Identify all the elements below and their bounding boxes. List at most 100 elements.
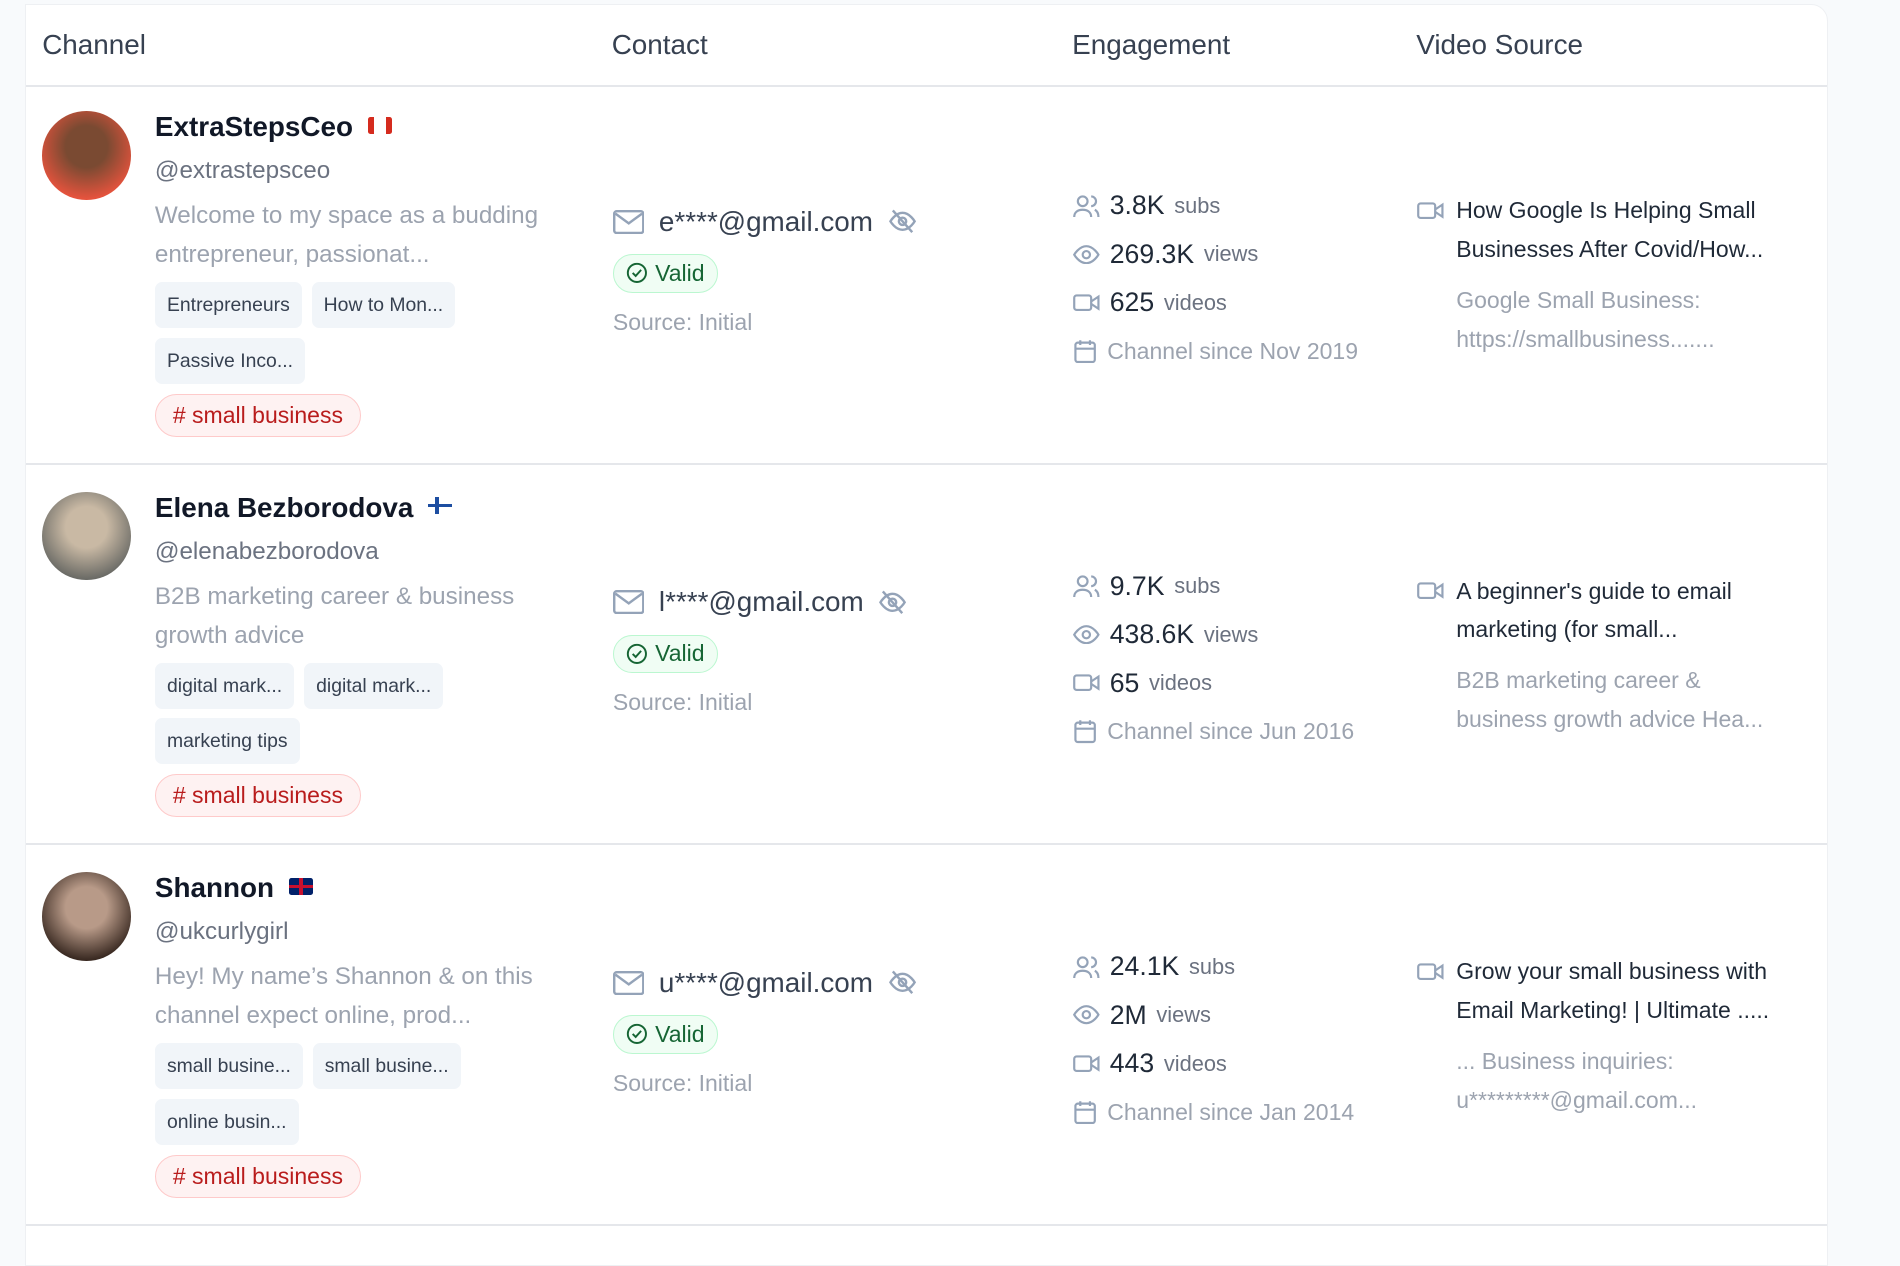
tag-chip[interactable]: online busin...: [154, 1098, 299, 1145]
videos-label: videos: [1163, 1050, 1227, 1076]
channel-since: Channel since Jan 2014: [1073, 1088, 1354, 1136]
status-badge: Valid: [612, 634, 718, 674]
subs-stat: 3.8K subs: [1073, 182, 1358, 230]
users-icon: [1073, 575, 1100, 598]
keyword-badge[interactable]: # small business: [154, 393, 361, 437]
videos-value: 443: [1109, 1048, 1155, 1079]
avatar[interactable]: [42, 111, 131, 200]
email-text: e****@gmail.com: [658, 205, 874, 237]
tag-chip[interactable]: small busine...: [154, 1043, 303, 1090]
status-text: Valid: [655, 1020, 705, 1047]
channel-since: Channel since Jun 2016: [1073, 707, 1354, 755]
hash-icon: #: [172, 782, 186, 809]
channel-description: B2B marketing career & business growth a…: [154, 582, 515, 649]
users-icon: [1073, 955, 1100, 978]
check-circle-icon: [626, 643, 647, 664]
video-source: Grow your small business with Email Mark…: [1417, 952, 1781, 1119]
tag-chip[interactable]: digital mark...: [304, 662, 444, 709]
column-header-channel[interactable]: Channel: [42, 28, 146, 60]
column-header-video-source[interactable]: Video Source: [1416, 28, 1584, 60]
keyword-text: small business: [192, 401, 343, 428]
views-value: 269.3K: [1109, 238, 1195, 269]
channel-description: Hey! My name’s Shannon & on this channel…: [154, 963, 533, 1029]
views-stat: 438.6K views: [1073, 610, 1354, 658]
keyword-text: small business: [192, 1162, 343, 1189]
subs-label: subs: [1189, 953, 1236, 979]
video-title[interactable]: Grow your small business with Email Mark…: [1417, 952, 1781, 1030]
tag-chip[interactable]: Entrepreneurs: [154, 282, 302, 329]
views-label: views: [1156, 1002, 1211, 1028]
videos-label: videos: [1163, 289, 1227, 315]
eye-icon: [1073, 244, 1100, 264]
table-header: Channel Contact Engagement Video Source: [26, 5, 1828, 87]
status-badge: Valid: [612, 254, 718, 293]
video-icon: [1073, 294, 1100, 311]
channel-handle: @extrastepsceo: [154, 157, 331, 185]
email-field: l****@gmail.com: [612, 586, 907, 618]
country-flag-icon: [288, 877, 313, 895]
email-text: l****@gmail.com: [658, 586, 864, 618]
table-row[interactable]: ExtraStepsCeo @extrastepsceo Welcome to …: [26, 85, 1828, 465]
tag-chip[interactable]: digital mark...: [154, 662, 295, 709]
channel-name[interactable]: ExtraStepsCeo: [155, 111, 392, 143]
views-stat: 2M views: [1073, 991, 1354, 1039]
video-icon: [1417, 582, 1444, 600]
calendar-icon: [1074, 720, 1097, 744]
subs-value: 24.1K: [1109, 951, 1180, 982]
videos-value: 625: [1109, 287, 1155, 318]
column-header-engagement[interactable]: Engagement: [1072, 28, 1231, 60]
channel-name-text: Elena Bezborodova: [154, 491, 414, 523]
videos-value: 65: [1109, 667, 1140, 698]
status-badge: Valid: [612, 1015, 718, 1054]
eye-icon: [1073, 625, 1100, 645]
videos-label: videos: [1149, 670, 1213, 696]
avatar[interactable]: [42, 872, 131, 961]
avatar[interactable]: [42, 491, 131, 581]
table-row[interactable]: Shannon @ukcurlygirl Hey! My name’s Shan…: [26, 846, 1828, 1226]
keyword-badge[interactable]: # small business: [154, 774, 361, 818]
email-field: e****@gmail.com: [612, 205, 917, 238]
table-row[interactable]: Elena Bezborodova @elenabezborodova B2B …: [26, 465, 1828, 846]
eye-off-icon[interactable]: [878, 589, 907, 616]
video-title-text: Grow your small business with Email Mark…: [1456, 958, 1770, 1023]
email-text: u****@gmail.com: [658, 966, 874, 998]
channel-since: Channel since Nov 2019: [1073, 327, 1358, 375]
country-flag-icon: [367, 116, 392, 134]
mail-icon: [612, 590, 645, 615]
mail-icon: [612, 209, 645, 234]
tag-chip[interactable]: small busine...: [312, 1043, 461, 1090]
video-title[interactable]: How Google Is Helping Small Businesses A…: [1417, 191, 1781, 269]
subs-value: 3.8K: [1109, 190, 1165, 221]
channel-since-text: Channel since Jan 2014: [1107, 1098, 1355, 1125]
tag-chip[interactable]: Passive Inco...: [154, 337, 306, 384]
channel-name[interactable]: Shannon: [155, 872, 313, 904]
video-source: How Google Is Helping Small Businesses A…: [1417, 191, 1781, 358]
column-header-contact[interactable]: Contact: [611, 28, 708, 60]
keyword-badge[interactable]: # small business: [154, 1154, 361, 1198]
hash-icon: #: [172, 1162, 186, 1189]
video-icon: [1073, 674, 1100, 692]
check-circle-icon: [626, 1024, 647, 1045]
video-title[interactable]: A beginner's guide to email marketing (f…: [1417, 572, 1781, 650]
eye-off-icon[interactable]: [888, 208, 917, 235]
eye-off-icon[interactable]: [888, 969, 917, 996]
video-title-text: A beginner's guide to email marketing (f…: [1456, 577, 1732, 643]
check-circle-icon: [626, 263, 647, 284]
tag-chip[interactable]: How to Mon...: [311, 282, 456, 329]
users-icon: [1073, 194, 1100, 217]
video-source: A beginner's guide to email marketing (f…: [1417, 572, 1781, 739]
channel-since-text: Channel since Jun 2016: [1107, 718, 1355, 745]
views-value: 438.6K: [1109, 619, 1195, 650]
video-description: B2B marketing career & business growth a…: [1456, 667, 1764, 733]
videos-stat: 443 videos: [1073, 1039, 1354, 1087]
video-title-text: How Google Is Helping Small Businesses A…: [1456, 197, 1764, 262]
subs-label: subs: [1174, 573, 1221, 599]
eye-icon: [1073, 1005, 1100, 1025]
keyword-text: small business: [192, 782, 343, 809]
tag-list: digital mark... digital mark... marketing …: [154, 662, 519, 765]
channel-name[interactable]: Elena Bezborodova: [154, 491, 453, 524]
tag-list: Entrepreneurs How to Mon... Passive Inco..…: [154, 282, 519, 384]
videos-stat: 625 videos: [1073, 278, 1358, 326]
tag-chip[interactable]: marketing tips: [154, 718, 300, 765]
channel-table: Channel Contact Engagement Video Source …: [25, 3, 1829, 1266]
